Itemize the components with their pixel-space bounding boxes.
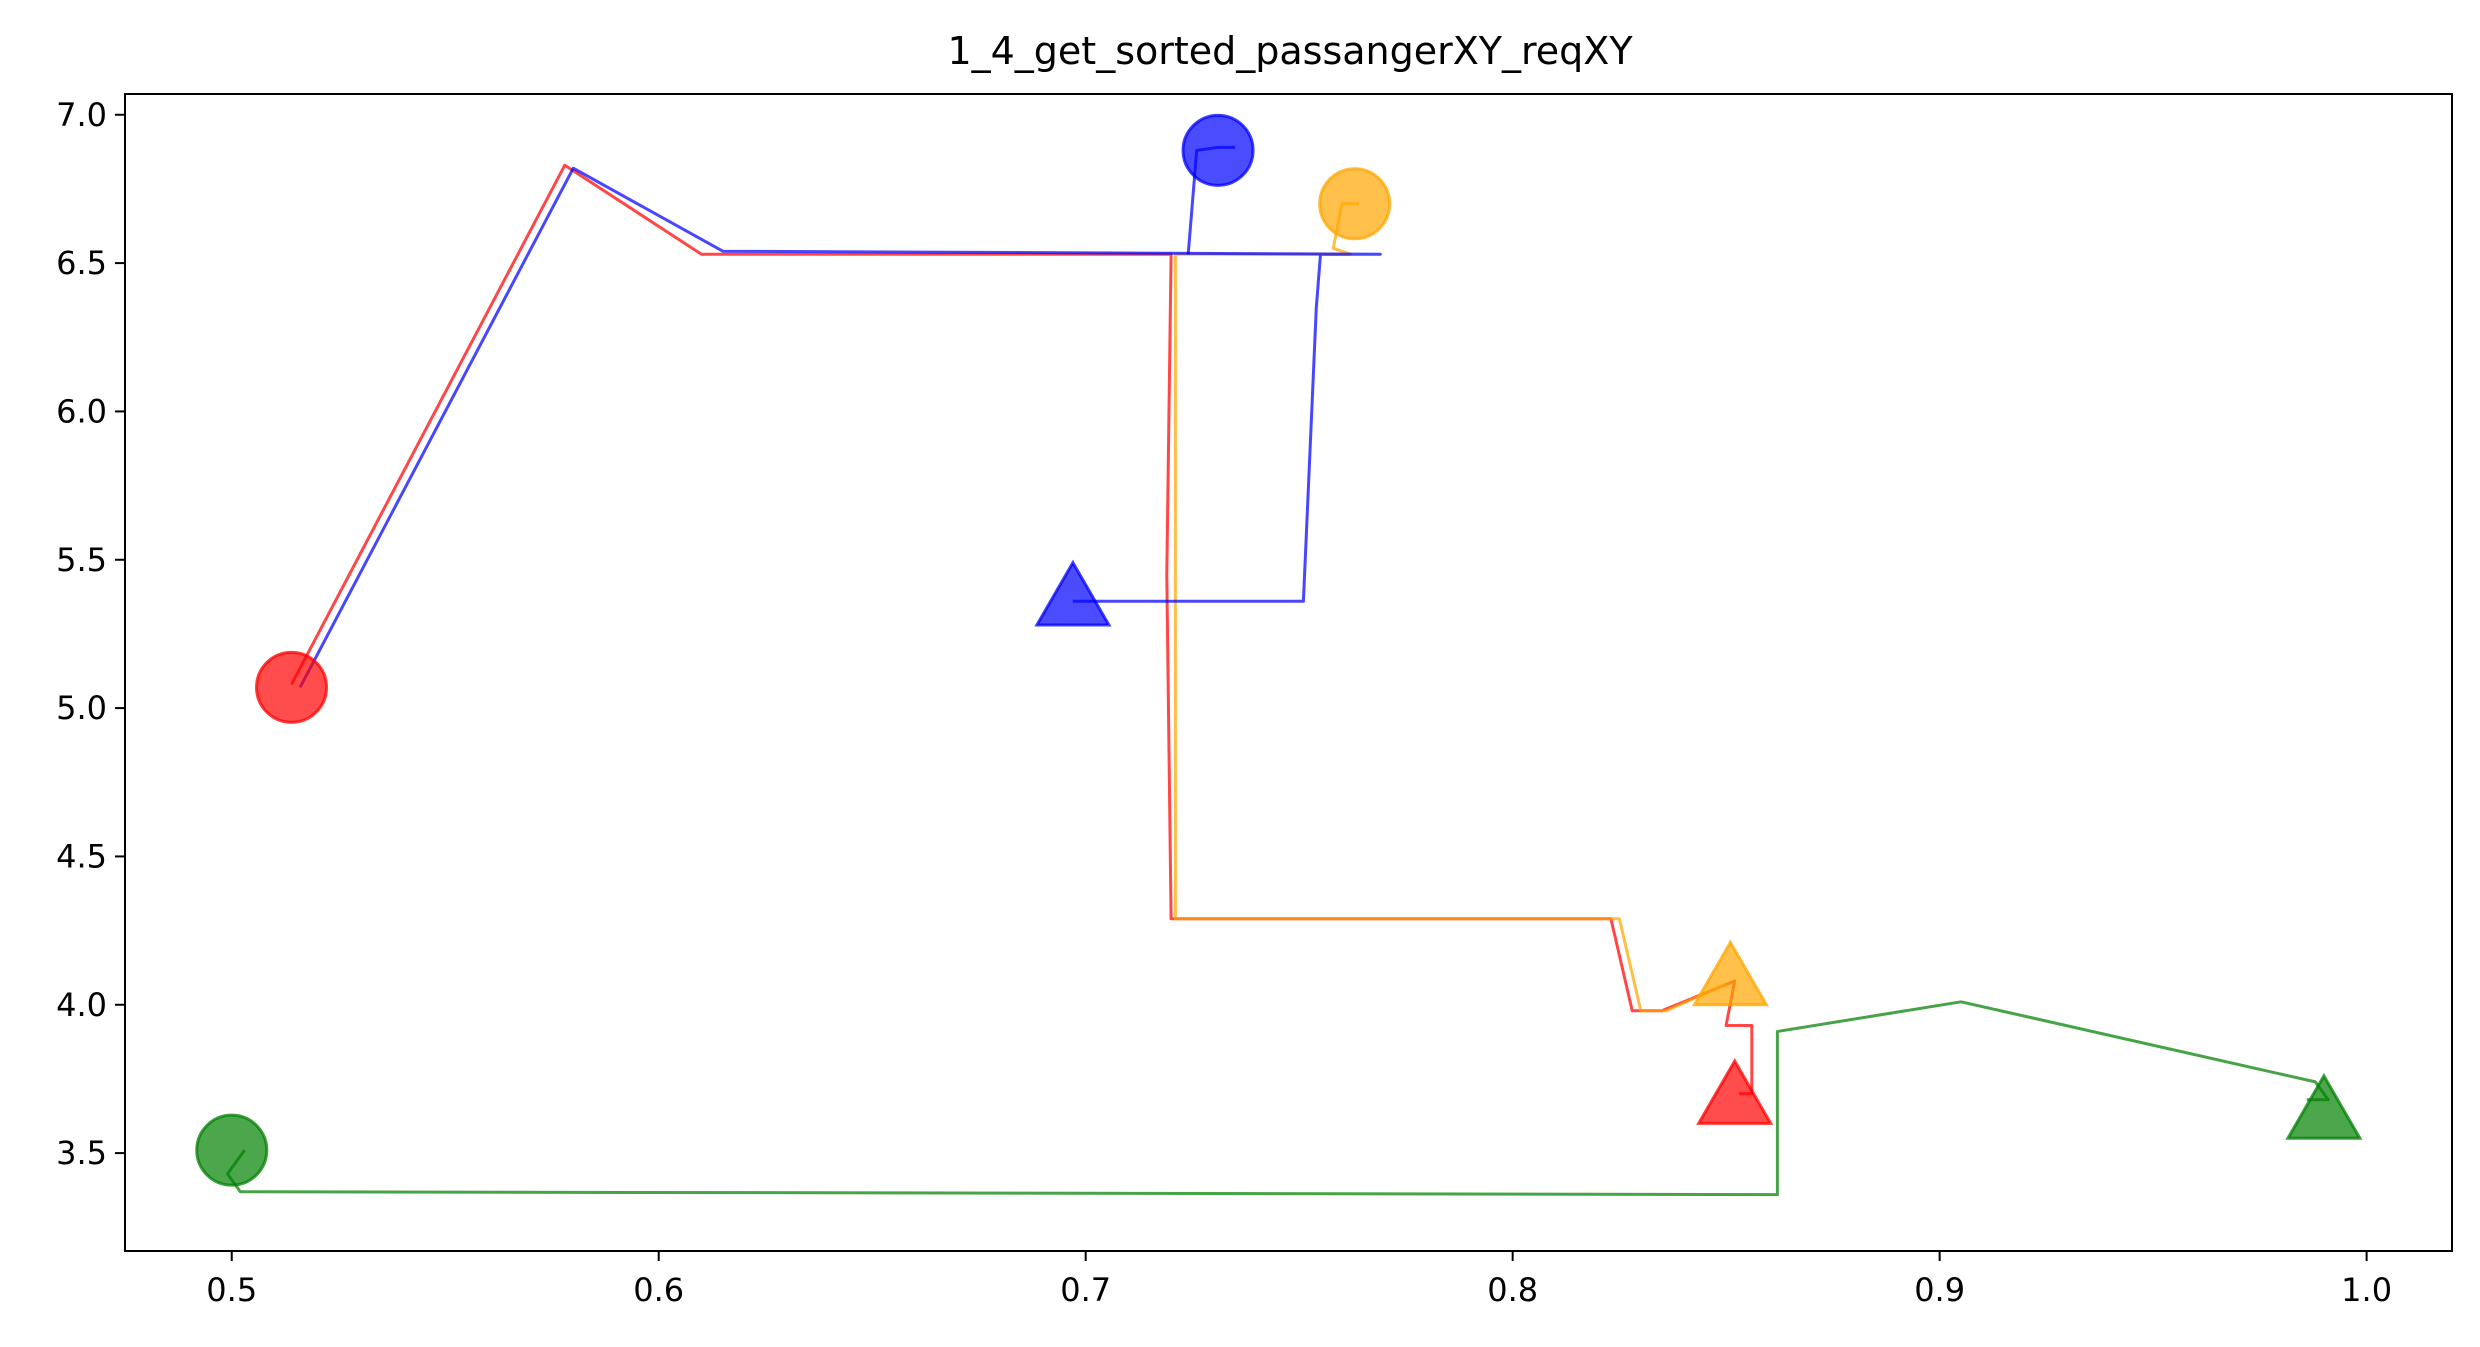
x-tick-label: 0.6 xyxy=(633,1271,684,1309)
y-tick-label: 4.5 xyxy=(56,837,107,875)
y-tick-label: 4.0 xyxy=(56,986,107,1024)
y-tick-label: 3.5 xyxy=(56,1134,107,1172)
route-line xyxy=(290,163,1754,1096)
x-tick-label: 1.0 xyxy=(2341,1271,2392,1309)
dropoff-marker xyxy=(1034,559,1112,627)
y-tick-label: 5.0 xyxy=(56,689,107,727)
plot-area xyxy=(195,113,2363,1197)
y-tick-label: 5.5 xyxy=(56,541,107,579)
x-tick-label: 0.9 xyxy=(1914,1271,1965,1309)
pickup-marker xyxy=(1181,113,1255,187)
dropoff-marker xyxy=(1696,1057,1774,1125)
pickup-marker xyxy=(1318,167,1392,241)
y-tick-label: 7.0 xyxy=(56,96,107,134)
route-line xyxy=(1173,202,1727,1013)
route-line xyxy=(298,166,1382,688)
pickup-marker xyxy=(255,650,329,724)
y-axis: 3.5 4.0 4.5 5.0 5.5 6.0 6.5 7.0 xyxy=(56,96,125,1172)
axes-frame xyxy=(124,93,2453,1252)
x-tick-label: 0.8 xyxy=(1487,1271,1538,1309)
dropoff-marker xyxy=(2285,1072,2363,1140)
x-tick-label: 0.7 xyxy=(1060,1271,1111,1309)
chart-title: 1_4_get_sorted_passangerXY_reqXY xyxy=(947,29,1633,73)
x-tick-label: 0.5 xyxy=(206,1271,257,1309)
y-tick-label: 6.0 xyxy=(56,392,107,430)
pickup-marker xyxy=(195,1113,269,1187)
x-axis: 0.5 0.6 0.7 0.8 0.9 1.0 xyxy=(206,1251,2392,1309)
dropoff-marker xyxy=(1691,939,1769,1007)
route-line xyxy=(226,1000,2330,1197)
y-tick-label: 6.5 xyxy=(56,244,107,282)
